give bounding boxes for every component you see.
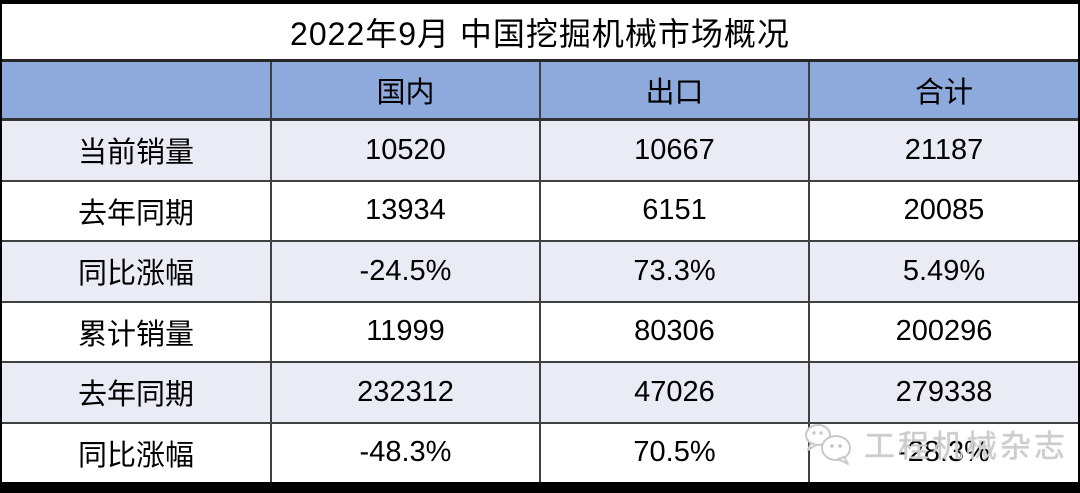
- cell-value: -48.3%: [270, 421, 541, 483]
- cell-value: 5.49%: [808, 240, 1079, 303]
- cell-value: 6151: [539, 179, 810, 242]
- cell-value: 279338: [808, 361, 1079, 424]
- cell-value: 20085: [808, 179, 1079, 242]
- cell-value: 73.3%: [539, 240, 810, 303]
- cell-value: 11999: [270, 300, 541, 363]
- col-header-total: 合计: [808, 61, 1079, 121]
- cell-value: 47026: [539, 361, 810, 424]
- market-table: 国内 出口 合计 当前销量 10520 10667 21187 去年同期 139…: [1, 61, 1079, 483]
- row-label: 同比涨幅: [1, 240, 272, 303]
- table-row-cumulative-yoy-change: 同比涨幅 -48.3% 70.5% -28.3%: [1, 421, 1079, 483]
- row-label: 当前销量: [1, 118, 272, 182]
- cell-value: 70.5%: [539, 421, 810, 483]
- row-label: 同比涨幅: [1, 421, 272, 483]
- row-label: 去年同期: [1, 179, 272, 242]
- cell-value: 80306: [539, 300, 810, 363]
- cell-value: 200296: [808, 300, 1079, 363]
- table-row-cumulative-sales: 累计销量 11999 80306 200296: [1, 300, 1079, 363]
- table-row-last-year-cumulative: 去年同期 232312 47026 279338: [1, 361, 1079, 424]
- row-label: 累计销量: [1, 300, 272, 363]
- cell-value: 232312: [270, 361, 541, 424]
- table-row-current-sales: 当前销量 10520 10667 21187: [1, 118, 1079, 182]
- cell-value: 13934: [270, 179, 541, 242]
- cell-value: -24.5%: [270, 240, 541, 303]
- cell-value: 10667: [539, 118, 810, 182]
- row-label: 去年同期: [1, 361, 272, 424]
- cell-value: -28.3%: [808, 421, 1079, 483]
- cell-value: 21187: [808, 118, 1079, 182]
- header-row: 国内 出口 合计: [1, 61, 1079, 121]
- cell-value: 10520: [270, 118, 541, 182]
- col-header-domestic: 国内: [270, 61, 541, 121]
- col-header-empty: [1, 61, 272, 121]
- table-row-yoy-change: 同比涨幅 -24.5% 73.3% 5.49%: [1, 240, 1079, 303]
- col-header-export: 出口: [539, 61, 810, 121]
- table-row-last-year-same-period: 去年同期 13934 6151 20085: [1, 179, 1079, 242]
- table-title: 2022年9月 中国挖掘机械市场概况: [2, 4, 1078, 62]
